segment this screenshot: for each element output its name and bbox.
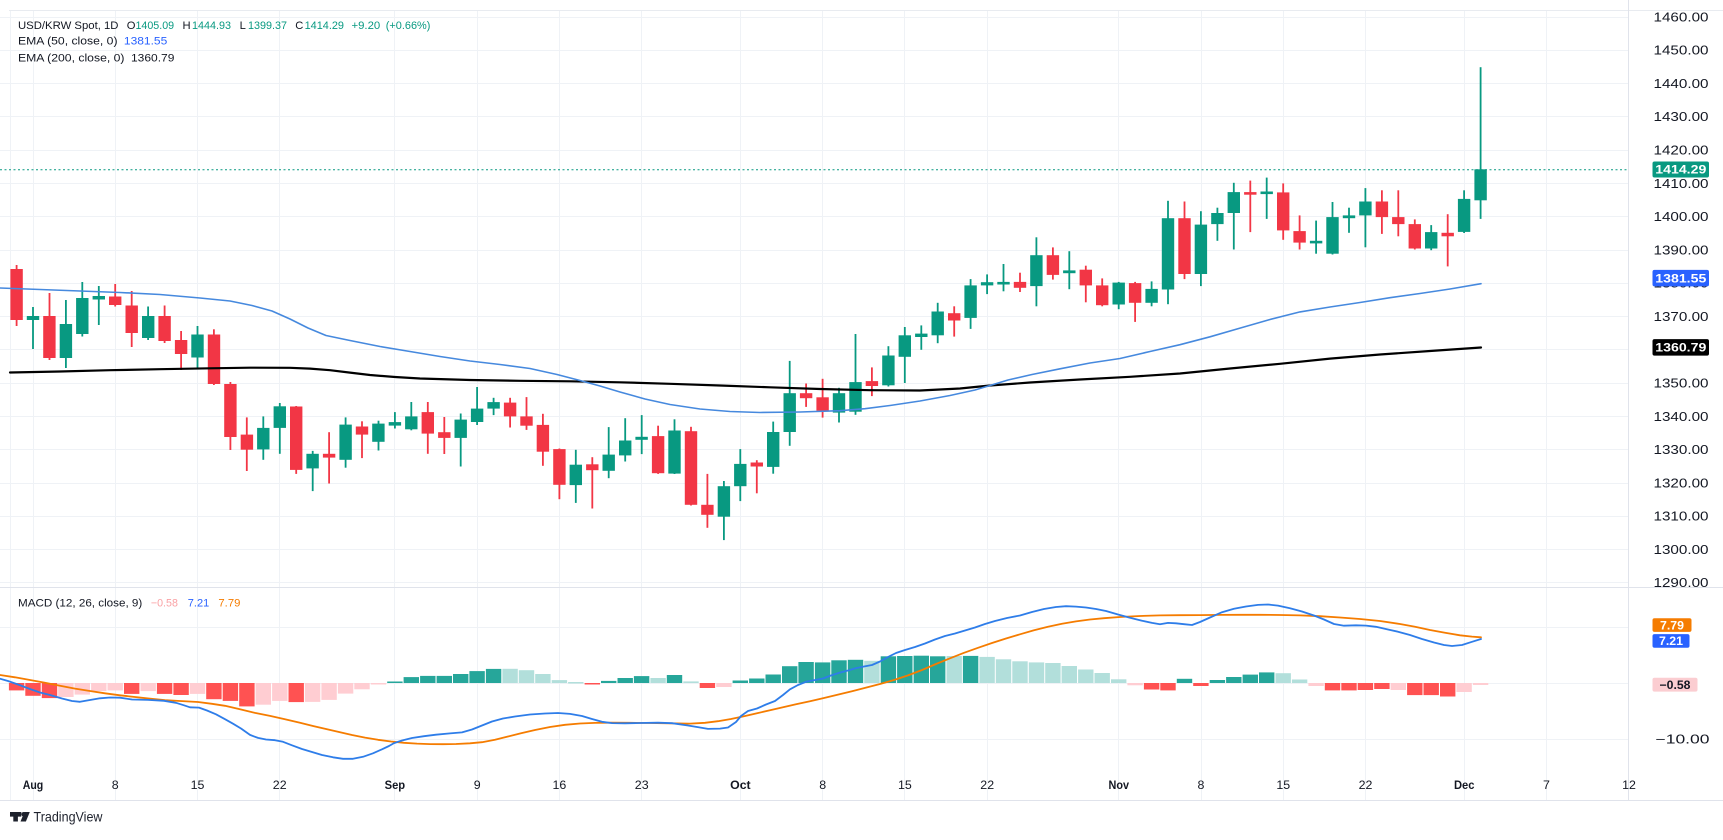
svg-text:15: 15 bbox=[898, 778, 912, 792]
svg-text:12: 12 bbox=[1622, 778, 1636, 792]
svg-text:8: 8 bbox=[819, 778, 826, 792]
svg-text:Oct: Oct bbox=[730, 778, 751, 792]
svg-text:Nov: Nov bbox=[1109, 778, 1130, 792]
svg-text:TradingView: TradingView bbox=[34, 810, 103, 825]
svg-text:1350.00: 1350.00 bbox=[1654, 377, 1709, 391]
svg-text:1320.00: 1320.00 bbox=[1654, 476, 1709, 490]
svg-text:1410.00: 1410.00 bbox=[1654, 177, 1709, 191]
svg-text:1300.00: 1300.00 bbox=[1654, 543, 1709, 557]
svg-text:7.21: 7.21 bbox=[1659, 635, 1684, 648]
svg-text:8: 8 bbox=[112, 778, 119, 792]
svg-text:1381.55: 1381.55 bbox=[1655, 271, 1706, 285]
svg-text:8: 8 bbox=[1198, 778, 1205, 792]
svg-text:1330.00: 1330.00 bbox=[1654, 443, 1709, 457]
svg-text:Dec: Dec bbox=[1454, 778, 1475, 792]
svg-text:23: 23 bbox=[635, 778, 649, 792]
svg-text:1310.00: 1310.00 bbox=[1654, 510, 1709, 524]
svg-text:Sep: Sep bbox=[385, 778, 406, 792]
svg-text:−10.00: −10.00 bbox=[1656, 732, 1710, 746]
svg-text:22: 22 bbox=[1359, 778, 1373, 792]
svg-text:1400.00: 1400.00 bbox=[1654, 210, 1709, 224]
svg-text:Aug: Aug bbox=[23, 778, 44, 792]
svg-text:1460.00: 1460.00 bbox=[1654, 10, 1709, 24]
svg-text:16: 16 bbox=[553, 778, 567, 792]
svg-text:7.79: 7.79 bbox=[1660, 619, 1685, 632]
svg-text:EMA (50, close, 0)1381.55: EMA (50, close, 0) 1381.55 bbox=[18, 36, 167, 48]
svg-text:15: 15 bbox=[191, 778, 205, 792]
svg-text:1414.29: 1414.29 bbox=[1655, 163, 1706, 177]
svg-text:MACD (12, 26, close, 9)−0.587.: MACD (12, 26, close, 9) −0.58 7.21 7.79 bbox=[18, 597, 240, 609]
svg-text:1390.00: 1390.00 bbox=[1654, 243, 1709, 257]
svg-text:−0.58: −0.58 bbox=[1660, 679, 1692, 692]
svg-text:EMA (200, close, 0)1360.79: EMA (200, close, 0) 1360.79 bbox=[18, 52, 174, 64]
svg-text:22: 22 bbox=[273, 778, 287, 792]
svg-text:1440.00: 1440.00 bbox=[1654, 77, 1709, 91]
svg-text:1360.79: 1360.79 bbox=[1655, 341, 1706, 355]
svg-text:1290.00: 1290.00 bbox=[1654, 576, 1709, 590]
svg-text:9: 9 bbox=[474, 778, 481, 792]
svg-text:1420.00: 1420.00 bbox=[1654, 144, 1709, 158]
svg-text:1340.00: 1340.00 bbox=[1654, 410, 1709, 424]
svg-text:22: 22 bbox=[980, 778, 994, 792]
svg-text:1430.00: 1430.00 bbox=[1654, 110, 1709, 124]
svg-text:15: 15 bbox=[1276, 778, 1290, 792]
svg-text:7: 7 bbox=[1543, 778, 1550, 792]
svg-text:1450.00: 1450.00 bbox=[1654, 44, 1709, 58]
svg-text:1370.00: 1370.00 bbox=[1654, 310, 1709, 324]
